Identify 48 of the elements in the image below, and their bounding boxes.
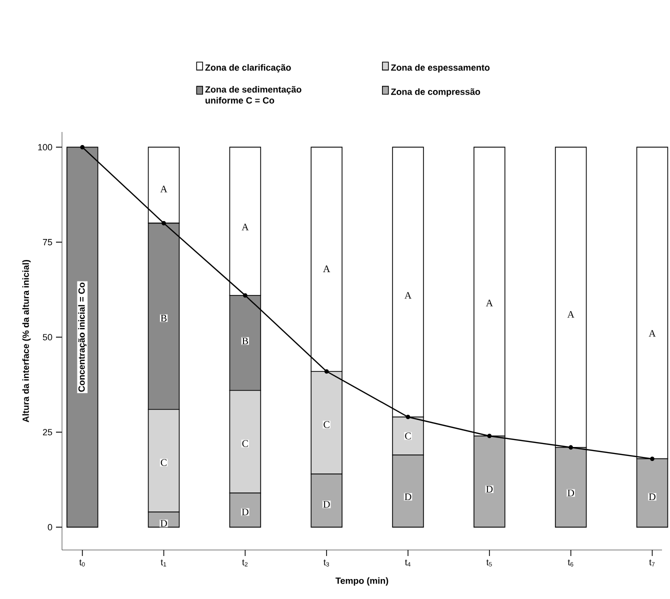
annotation: C [405,432,411,440]
annotation: B [242,338,248,344]
annotation: D [242,508,248,516]
point [242,293,248,298]
point [162,220,166,226]
legend-label: Zona de clarificação [205,64,291,72]
x-tick-label: t$_{5}$ [486,560,492,566]
annotation: A [404,292,412,299]
point [406,414,410,420]
y-tick-label: 25 [42,429,52,436]
x-tick-label: t$_{1}$ [160,560,166,566]
y-tick-label: 0 [48,524,52,530]
annotation: D [323,501,330,508]
legend-label: Zona de espessamento [391,64,490,72]
annotation: D [486,486,493,492]
x-tick-label: t$_{3}$ [324,560,329,566]
annotation: C [160,459,167,466]
annotation: D [568,490,574,496]
annotation: Concentração inicial = Co [78,282,87,392]
annotation: A [486,300,493,306]
annotation: C [242,440,248,447]
annotation: D [160,520,167,527]
y-axis-title: Altura da interface (% da altura inicial) [22,260,31,422]
legend-label: Zona de compressão [391,88,480,97]
x-tick-label: t$_{0}$ [79,560,85,566]
point [568,445,574,450]
x-tick-label: t$_{2}$ [242,560,248,566]
annotation: B [160,314,167,322]
point [650,456,654,461]
point [324,369,329,374]
point [487,434,492,438]
x-tick-label: t$_{4}$ [404,560,410,566]
annotation: A [160,186,168,192]
x-axis-title: Tempo (min) [336,577,388,586]
annotation: A [242,224,249,230]
y-tick-label: 75 [42,239,52,246]
legend-label: Zona de sedimentação uniforme C = Co [205,86,302,104]
y-tick-label: 50 [42,334,52,340]
annotation: A [567,311,574,318]
annotation: C [324,421,330,428]
annotation: A [323,265,330,272]
x-tick-label: t$_{7}$ [649,560,655,566]
annotation: A [648,330,656,337]
annotation: D [404,494,412,500]
x-tick-label: t$_{6}$ [568,560,574,566]
y-tick-label: 100 [38,144,52,150]
annotation: D [648,494,656,500]
point [80,144,85,150]
